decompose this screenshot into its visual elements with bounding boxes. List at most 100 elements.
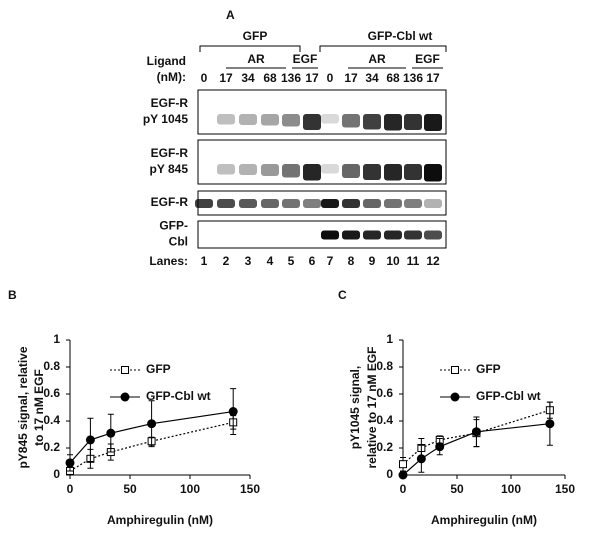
- row-label: GFP-: [159, 219, 188, 233]
- row-label: pY 1045: [143, 112, 188, 126]
- legend-label: GFP-Cbl wt: [146, 389, 211, 403]
- sub-label: AR: [247, 52, 265, 66]
- band: [261, 164, 279, 176]
- marker: [545, 419, 555, 429]
- band: [404, 164, 422, 180]
- band: [282, 164, 300, 178]
- marker: [106, 428, 116, 438]
- band: [342, 164, 360, 178]
- band: [239, 199, 257, 208]
- y-tick-label: 0: [386, 467, 393, 481]
- row-label: EGF-R: [151, 96, 189, 110]
- band: [217, 199, 235, 208]
- y-axis-title: pY1045 signal,: [348, 366, 362, 449]
- bracket: [319, 45, 447, 52]
- legend-label: GFP: [476, 362, 501, 376]
- y-axis-title: to 17 nM EGF: [32, 369, 46, 446]
- y-tick-label: 0.8: [376, 359, 393, 373]
- band: [342, 199, 360, 208]
- panel-letter: B: [8, 288, 17, 302]
- band: [384, 164, 402, 181]
- lane-number: 12: [426, 254, 440, 268]
- band: [217, 164, 235, 175]
- band: [321, 230, 339, 240]
- y-axis-title: pY845 signal, relative: [16, 346, 30, 468]
- legend-marker: [120, 392, 130, 402]
- band: [261, 199, 279, 208]
- y-tick-label: 0.4: [376, 413, 393, 427]
- lane-number: 3: [245, 254, 252, 268]
- band: [239, 114, 257, 125]
- ligand-label: Ligand: [147, 54, 186, 68]
- band: [303, 114, 321, 130]
- group-label: GFP-Cbl wt: [368, 29, 433, 43]
- ligand-label: (nM):: [157, 70, 186, 84]
- sub-label: AR: [368, 52, 386, 66]
- band: [384, 114, 402, 131]
- x-tick-label: 0: [400, 482, 407, 496]
- legend-marker: [450, 392, 460, 402]
- marker: [65, 458, 75, 468]
- lane-number: 4: [267, 254, 274, 268]
- band: [424, 114, 442, 131]
- band: [424, 164, 442, 182]
- band: [363, 199, 381, 208]
- marker: [399, 460, 407, 469]
- panel-letter: A: [226, 8, 235, 22]
- band: [195, 199, 213, 208]
- x-tick-label: 100: [501, 482, 521, 496]
- band: [321, 199, 339, 208]
- band: [363, 164, 381, 180]
- x-tick-label: 150: [555, 482, 575, 496]
- x-axis-title: Amphiregulin (nM): [431, 513, 537, 527]
- y-tick-label: 1: [386, 332, 393, 346]
- band: [384, 199, 402, 208]
- concentration: 0: [201, 71, 208, 85]
- lane-number: 1: [201, 254, 208, 268]
- y-tick-label: 0.2: [43, 440, 60, 454]
- x-tick-label: 50: [123, 482, 137, 496]
- band: [342, 230, 360, 240]
- band: [239, 164, 257, 175]
- band: [384, 230, 402, 240]
- x-tick-label: 100: [180, 482, 200, 496]
- marker: [85, 435, 95, 445]
- lanes-label: Lanes:: [149, 254, 188, 268]
- marker: [416, 454, 426, 464]
- y-tick-label: 1: [53, 332, 60, 346]
- row-label: pY 845: [150, 162, 189, 176]
- band: [404, 199, 422, 208]
- panel-letter: C: [338, 288, 347, 302]
- band: [303, 199, 321, 208]
- concentration: 136: [281, 71, 301, 85]
- concentration: 17: [344, 71, 358, 85]
- x-tick-label: 50: [450, 482, 464, 496]
- y-tick-label: 0.6: [43, 386, 60, 400]
- x-axis-title: Amphiregulin (nM): [107, 513, 213, 527]
- x-tick-label: 150: [240, 482, 260, 496]
- sub-label: EGF: [293, 52, 318, 66]
- row-label: Cbl: [169, 235, 188, 249]
- band: [282, 114, 300, 127]
- legend-label: GFP: [146, 362, 171, 376]
- band: [321, 164, 339, 174]
- lane-number: 11: [407, 254, 420, 268]
- marker: [435, 442, 445, 452]
- marker: [471, 427, 481, 437]
- group-label: GFP: [243, 29, 268, 43]
- y-tick-label: 0.2: [376, 440, 393, 454]
- lane-number: 9: [369, 254, 376, 268]
- lane-number: 10: [386, 254, 400, 268]
- concentration: 34: [365, 71, 379, 85]
- band: [424, 230, 442, 240]
- sub-label: EGF: [415, 52, 440, 66]
- concentration: 17: [426, 71, 440, 85]
- y-axis-title: relative to 17 nM EGF: [365, 346, 379, 468]
- concentration: 68: [386, 71, 400, 85]
- y-tick-label: 0.8: [43, 359, 60, 373]
- concentration: 68: [263, 71, 277, 85]
- band: [404, 230, 422, 240]
- y-tick-label: 0.6: [376, 386, 393, 400]
- concentration: 136: [403, 71, 423, 85]
